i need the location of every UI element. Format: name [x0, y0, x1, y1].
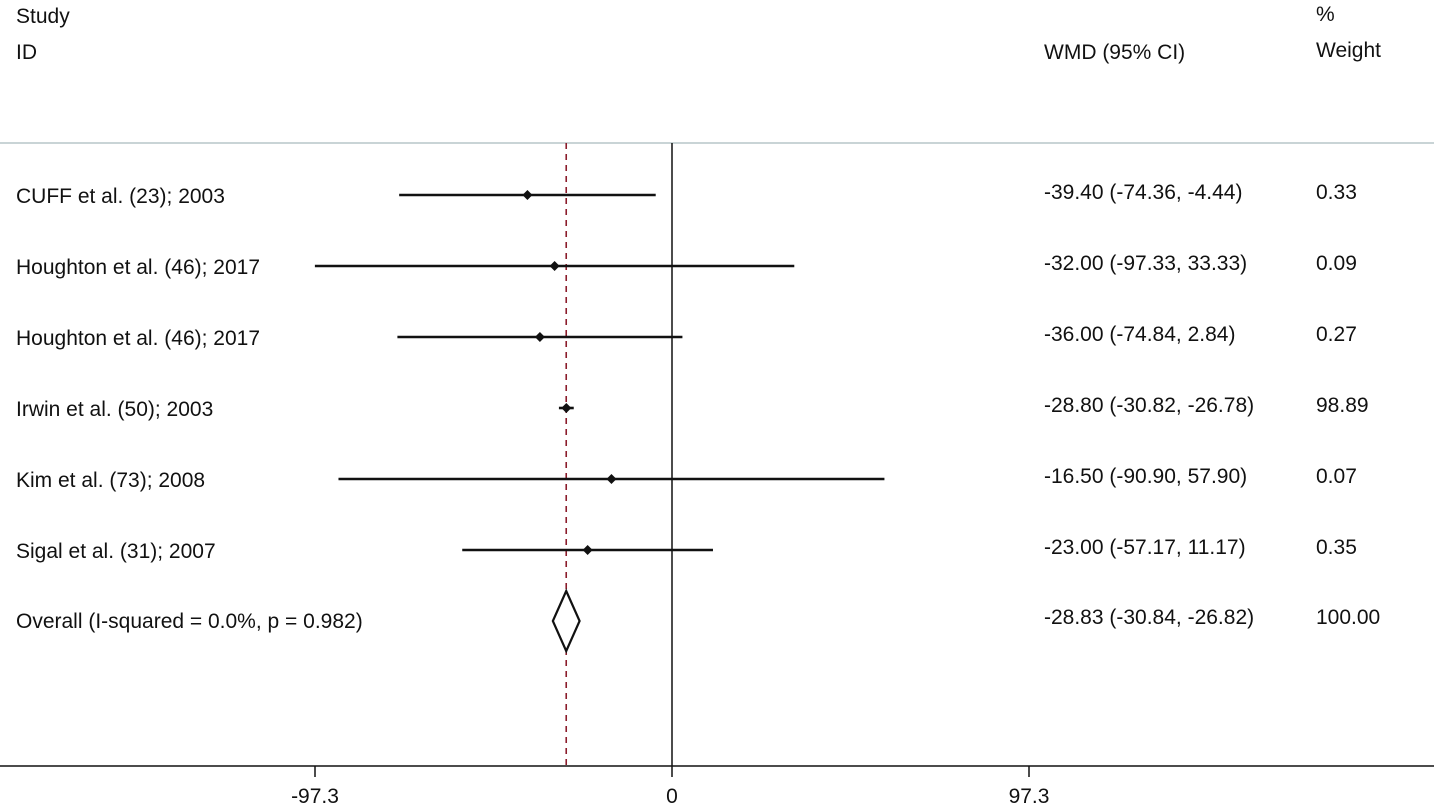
study-weight: 98.89 — [1316, 394, 1369, 417]
study-row: Irwin et al. (50); 2003 -28.80 (-30.82, -… — [16, 394, 1369, 421]
point-estimate-marker — [561, 403, 572, 413]
weight-header: Weight — [1316, 39, 1381, 62]
weight-header-percent: % — [1316, 3, 1335, 26]
study-weight: 0.33 — [1316, 181, 1357, 204]
study-weight: 0.27 — [1316, 323, 1357, 346]
study-ci-text: -16.50 (-90.90, 57.90) — [1044, 465, 1247, 488]
study-ci-text: -32.00 (-97.33, 33.33) — [1044, 252, 1247, 275]
effect-header: WMD (95% CI) — [1044, 41, 1185, 64]
table-header: Study ID WMD (95% CI) % Weight — [16, 3, 1381, 64]
x-axis-tick-label: 0 — [666, 785, 678, 806]
study-weight: 0.09 — [1316, 252, 1357, 275]
study-ci-text: -36.00 (-74.84, 2.84) — [1044, 323, 1235, 346]
study-row: Houghton et al. (46); 2017 -36.00 (-74.84… — [16, 323, 1357, 350]
study-label: Sigal et al. (31); 2007 — [16, 540, 216, 563]
point-estimate-marker — [549, 261, 560, 271]
study-rows: CUFF et al. (23); 2003 -39.40 (-74.36, -4… — [16, 181, 1369, 563]
id-header: ID — [16, 41, 37, 64]
study-label: Irwin et al. (50); 2003 — [16, 398, 213, 421]
study-header: Study — [16, 5, 70, 28]
study-row: Kim et al. (73); 2008 -16.50 (-90.90, 57.… — [16, 465, 1357, 492]
overall-weight: 100.00 — [1316, 606, 1380, 629]
study-weight: 0.07 — [1316, 465, 1357, 488]
overall-ci-text: -28.83 (-30.84, -26.82) — [1044, 606, 1254, 629]
study-row: Sigal et al. (31); 2007 -23.00 (-57.17, 1… — [16, 536, 1357, 563]
x-axis-tick-label: 97.3 — [1009, 785, 1050, 806]
study-label: CUFF et al. (23); 2003 — [16, 185, 225, 208]
overall-label: Overall (I-squared = 0.0%, p = 0.982) — [16, 610, 363, 633]
study-row: Houghton et al. (46); 2017 -32.00 (-97.33… — [16, 252, 1357, 279]
x-axis: -97.3 0 97.3 — [0, 765, 1434, 806]
study-ci-text: -39.40 (-74.36, -4.44) — [1044, 181, 1242, 204]
overall-row: Overall (I-squared = 0.0%, p = 0.982) -2… — [16, 588, 1380, 654]
study-label: Houghton et al. (46); 2017 — [16, 327, 260, 350]
overall-diamond — [551, 588, 581, 654]
study-weight: 0.35 — [1316, 536, 1357, 559]
study-row: CUFF et al. (23); 2003 -39.40 (-74.36, -4… — [16, 181, 1357, 208]
point-estimate-marker — [606, 474, 617, 484]
study-label: Houghton et al. (46); 2017 — [16, 256, 260, 279]
study-label: Kim et al. (73); 2008 — [16, 469, 205, 492]
point-estimate-marker — [534, 332, 545, 342]
study-ci-text: -28.80 (-30.82, -26.78) — [1044, 394, 1254, 417]
study-ci-text: -23.00 (-57.17, 11.17) — [1044, 536, 1246, 559]
point-estimate-marker — [522, 190, 533, 200]
point-estimate-marker — [582, 545, 593, 555]
x-axis-tick-label: -97.3 — [291, 785, 339, 806]
